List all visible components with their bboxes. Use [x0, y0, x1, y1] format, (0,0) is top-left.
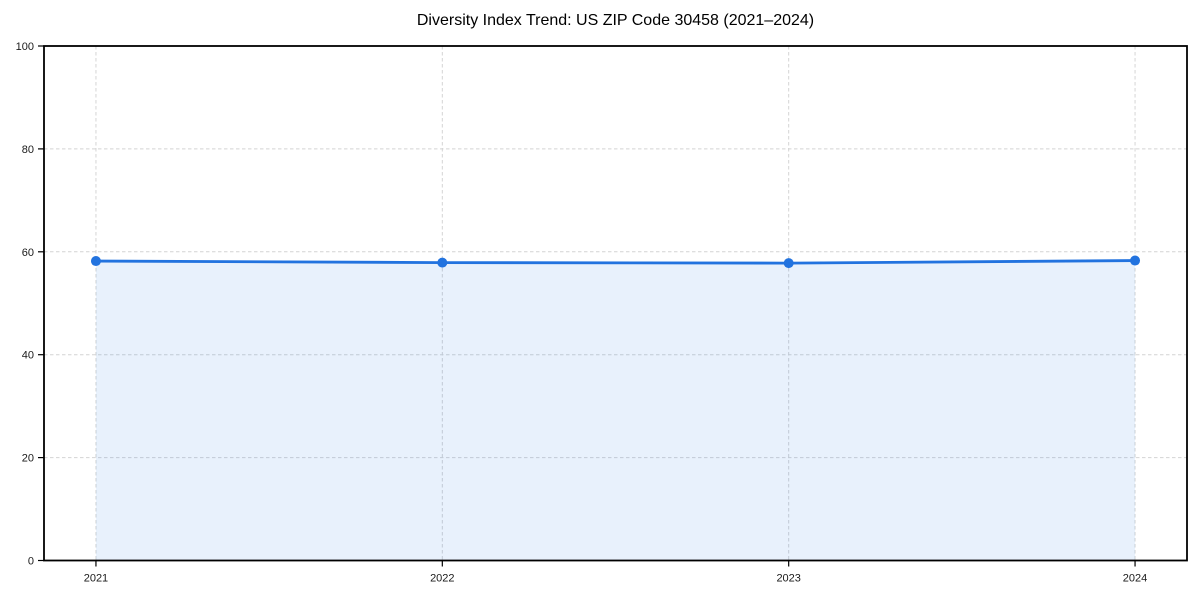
x-tick-label: 2023 [776, 573, 800, 585]
data-point-marker [1130, 255, 1141, 266]
x-tick-label: 2021 [84, 573, 108, 585]
y-tick-label: 20 [22, 453, 34, 465]
y-tick-label: 100 [16, 41, 34, 53]
data-point-marker [437, 257, 448, 268]
trend-line [94, 259, 1137, 265]
x-tick-label: 2022 [430, 573, 454, 585]
plot-border [43, 45, 1188, 562]
y-tick-label: 80 [22, 144, 34, 156]
area-fill [95, 260, 1136, 561]
y-tick-label: 40 [22, 350, 34, 362]
data-point-marker [783, 258, 794, 269]
x-tick-label: 2024 [1123, 573, 1147, 585]
data-point-marker [90, 256, 101, 267]
chart-title: Diversity Index Trend: US ZIP Code 30458… [416, 12, 815, 29]
y-tick-label: 0 [28, 556, 34, 568]
y-tick-label: 60 [22, 247, 34, 259]
